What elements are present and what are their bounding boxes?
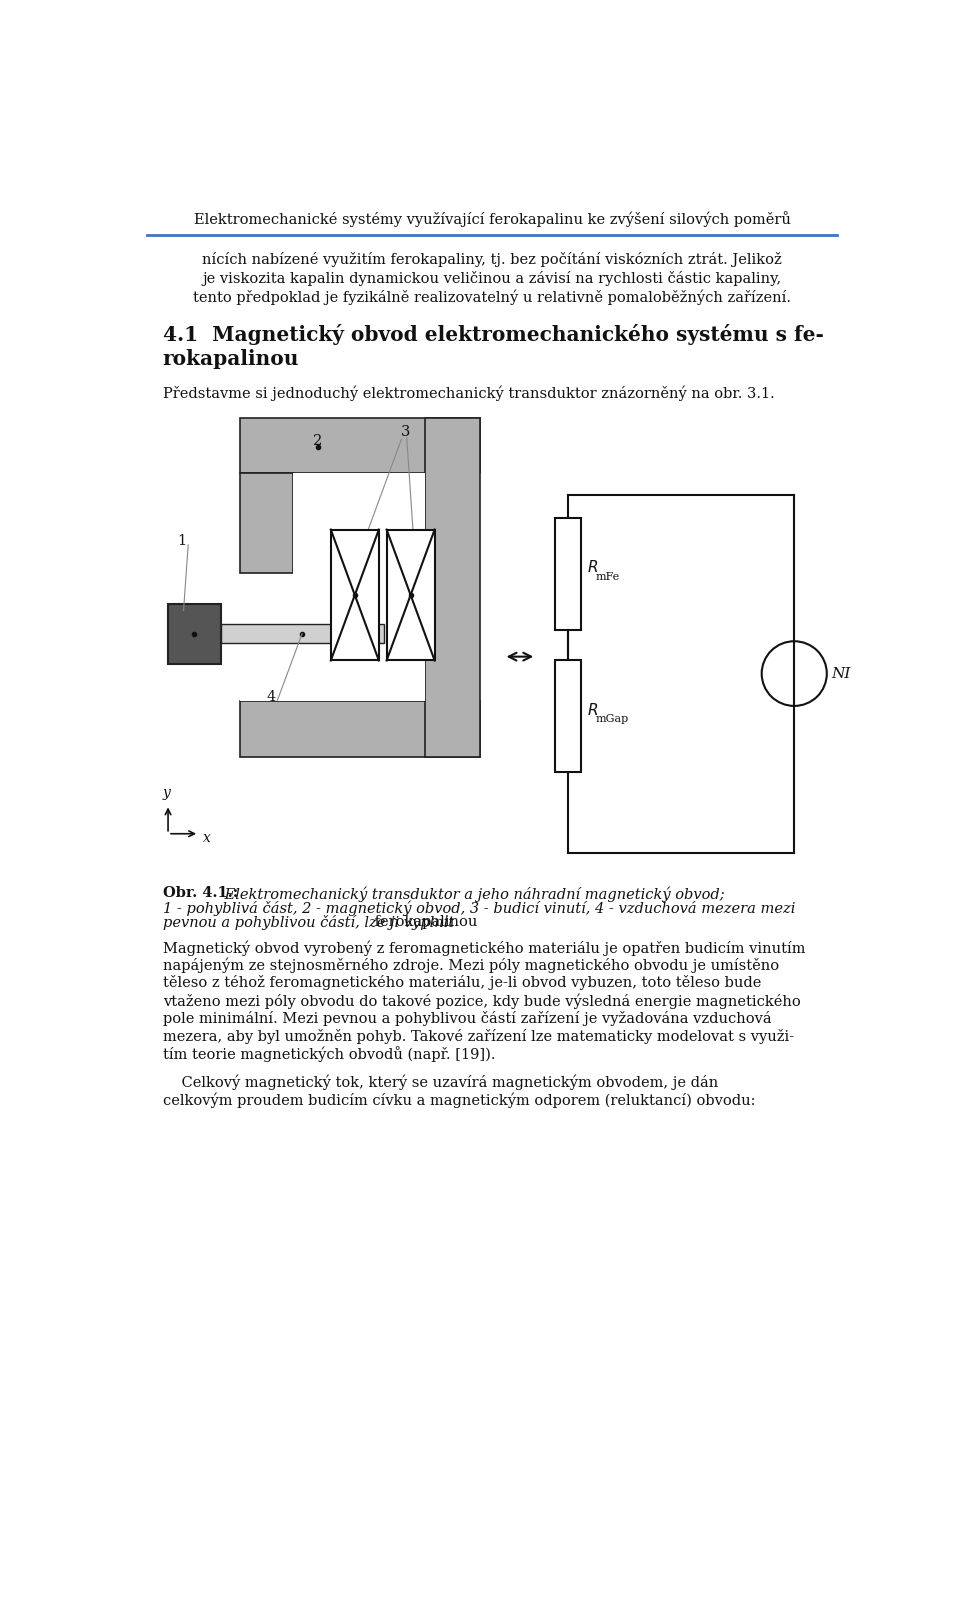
Text: Celkový magnetický tok, který se uzavírá magnetickým obvodem, je dán: Celkový magnetický tok, který se uzavírá… — [162, 1075, 718, 1090]
Bar — [387, 530, 435, 660]
Text: NI: NI — [831, 667, 851, 681]
Text: rokapalinou: rokapalinou — [162, 349, 300, 368]
Text: je viskozita kapalin dynamickou veličinou a závisí na rychlosti částic kapaliny,: je viskozita kapalin dynamickou veličino… — [203, 271, 781, 285]
Bar — [240, 418, 480, 474]
Text: tím teorie magnetických obvodů (např. [19]).: tím teorie magnetických obvodů (např. [1… — [162, 1046, 495, 1062]
Text: x: x — [203, 830, 211, 845]
Bar — [168, 603, 221, 663]
Bar — [240, 701, 480, 757]
Text: 1 - pohyblivá část, 2 - magnetický obvod, 3 - budicí vinutí, 4 - vzduchová mezer: 1 - pohyblivá část, 2 - magnetický obvod… — [162, 900, 795, 916]
Text: Představme si jednoduchý elektromechanický transduktor znázorněný na obr. 3.1.: Představme si jednoduchý elektromechanic… — [162, 386, 775, 401]
Text: celkovým proudem budicím cívku a magnetickým odporem (reluktancí) obvodu:: celkovým proudem budicím cívku a magneti… — [162, 1093, 756, 1108]
Text: mFe: mFe — [596, 571, 620, 582]
Text: nících nabízené využitím ferokapaliny, tj. bez počítání viskózních ztrát. Jeliko: nících nabízené využitím ferokapaliny, t… — [203, 253, 781, 268]
Text: y: y — [162, 787, 171, 800]
Text: $R$: $R$ — [588, 560, 598, 576]
Text: mGap: mGap — [596, 714, 629, 723]
Text: 4.1  Magnetický obvod elektromechanického systému s fe-: 4.1 Magnetický obvod elektromechanického… — [162, 324, 824, 345]
Bar — [240, 474, 424, 701]
Text: těleso z téhož feromagnetického materiálu, je-li obvod vybuzen, toto těleso bude: těleso z téhož feromagnetického materiál… — [162, 975, 761, 991]
Bar — [240, 474, 293, 574]
Text: Elektromechanické systémy využívající ferokapalinu ke zvýšení silových poměrů: Elektromechanické systémy využívající fe… — [194, 211, 790, 227]
Text: Obr. 4.1.:: Obr. 4.1.: — [162, 886, 238, 900]
Bar — [424, 418, 480, 757]
Text: 3: 3 — [400, 425, 410, 440]
Text: napájeným ze stejnosměrného zdroje. Mezi póly magnetického obvodu je umístěno: napájeným ze stejnosměrného zdroje. Mezi… — [162, 957, 779, 973]
Text: Magnetický obvod vyrobený z feromagnetického materiálu je opatřen budicím vinutí: Magnetický obvod vyrobený z feromagnetic… — [162, 941, 805, 955]
Text: pole minimální. Mezi pevnou a pohyblivou částí zařízení je vyžadována vzduchová: pole minimální. Mezi pevnou a pohyblivou… — [162, 1011, 771, 1025]
Text: 1: 1 — [178, 534, 186, 548]
Text: Elektromechanický transduktor a jeho náhradní magnetický obvod;: Elektromechanický transduktor a jeho náh… — [220, 886, 725, 902]
Bar — [555, 660, 581, 772]
Text: tento předpoklad je fyzikálně realizovatelný u relativně pomaloběžných zařízení.: tento předpoklad je fyzikálně realizovat… — [193, 289, 791, 305]
Text: pevnou a pohyblivou částí, lze ji vyplnit: pevnou a pohyblivou částí, lze ji vyplni… — [162, 915, 454, 931]
Text: $R$: $R$ — [588, 702, 598, 719]
Bar — [331, 530, 379, 660]
Text: 4: 4 — [267, 689, 276, 704]
Text: vtaženo mezi póly obvodu do takové pozice, kdy bude výsledná energie magnetickéh: vtaženo mezi póly obvodu do takové pozic… — [162, 993, 801, 1009]
Text: mezera, aby byl umožněn pohyb. Takové zařízení lze matematicky modelovat s využi: mezera, aby byl umožněn pohyb. Takové za… — [162, 1028, 794, 1043]
Text: 2: 2 — [313, 435, 323, 448]
Bar — [555, 517, 581, 629]
Bar — [221, 624, 383, 642]
Text: ferokapalinou: ferokapalinou — [371, 915, 478, 929]
